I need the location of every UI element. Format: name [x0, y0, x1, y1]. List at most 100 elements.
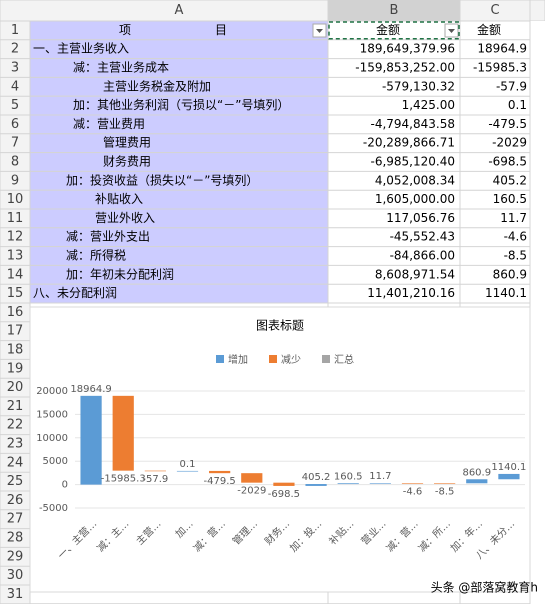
- row-number[interactable]: 25: [7, 474, 24, 489]
- row-number[interactable]: 17: [7, 324, 24, 339]
- data-label: -15985.3: [101, 474, 146, 485]
- cell-number[interactable]: -4.6: [504, 230, 527, 244]
- row-number[interactable]: 22: [7, 418, 24, 433]
- cell-text[interactable]: 八、未分配利润: [33, 286, 117, 300]
- cell-text[interactable]: 减：所得税: [66, 248, 126, 263]
- cell-text[interactable]: 营业外收入: [95, 211, 155, 225]
- legend-swatch: [216, 355, 224, 363]
- row-number[interactable]: 13: [7, 249, 24, 264]
- cell-number[interactable]: 405.2: [493, 173, 527, 187]
- y-tick-label: -5000: [39, 503, 68, 514]
- row-number[interactable]: 1: [11, 23, 19, 38]
- cell-number[interactable]: 1140.1: [485, 286, 527, 300]
- row-number[interactable]: 12: [7, 230, 24, 245]
- row-number[interactable]: 29: [7, 549, 24, 564]
- column-header[interactable]: A: [175, 3, 184, 18]
- row-number[interactable]: 7: [11, 136, 19, 151]
- cell-text[interactable]: 补贴收入: [95, 192, 143, 206]
- cell-number[interactable]: -698.5: [488, 155, 527, 169]
- data-label: -4.6: [403, 486, 423, 497]
- cell-number[interactable]: -15985.3: [473, 61, 527, 75]
- row-number[interactable]: 4: [11, 79, 19, 94]
- row-number[interactable]: 16: [7, 305, 24, 320]
- row-number[interactable]: 8: [11, 155, 19, 170]
- cell-number[interactable]: -57.9: [496, 79, 527, 93]
- cell-number[interactable]: -8.5: [504, 249, 527, 263]
- cell-number[interactable]: -84,866.00: [390, 249, 455, 263]
- row-number[interactable]: 30: [7, 568, 24, 583]
- cell-number[interactable]: 160.5: [493, 192, 527, 206]
- row-number[interactable]: 27: [7, 512, 24, 527]
- row-number[interactable]: 6: [11, 117, 19, 132]
- cell-number[interactable]: 1,605,000.00: [375, 192, 455, 206]
- cell-text[interactable]: 主营业务税金及附加: [103, 78, 211, 93]
- y-tick-label: 5000: [43, 456, 68, 467]
- data-label: 1140.1: [491, 462, 526, 473]
- data-label: -57.9: [142, 474, 168, 485]
- cell-number[interactable]: 0.1: [508, 98, 527, 112]
- cell-number[interactable]: -159,853,252.00: [355, 61, 455, 75]
- data-label: 0.1: [180, 459, 196, 470]
- row-number[interactable]: 3: [11, 61, 19, 76]
- row-number[interactable]: 28: [7, 531, 24, 546]
- cell-number[interactable]: -45,552.43: [390, 230, 455, 244]
- data-label: 18964.9: [70, 384, 111, 395]
- y-tick-label: 10000: [36, 433, 68, 444]
- cell-text[interactable]: 减：营业费用: [73, 117, 145, 131]
- cell-number[interactable]: 189,649,379.96: [360, 42, 455, 56]
- column-header[interactable]: C: [490, 3, 499, 18]
- cell-number[interactable]: 11,401,210.16: [367, 286, 455, 300]
- row-number[interactable]: 14: [7, 267, 24, 282]
- cell-number[interactable]: -2029: [492, 136, 527, 150]
- row-number[interactable]: 26: [7, 493, 24, 508]
- row-number[interactable]: 15: [7, 286, 24, 301]
- bar: [176, 470, 199, 472]
- cell-number[interactable]: -6,985,120.40: [371, 155, 456, 169]
- bar: [401, 483, 424, 484]
- bar: [434, 483, 456, 484]
- cell-text[interactable]: 加：其他业务利润（亏损以“－”号填列）: [73, 97, 289, 112]
- cell-text[interactable]: 加：年初未分配利润: [66, 267, 174, 281]
- cell-number[interactable]: 1,425.00: [402, 98, 455, 112]
- cell-text[interactable]: 减：主营业务成本: [73, 60, 169, 75]
- cell-number[interactable]: -20,289,866.71: [363, 136, 455, 150]
- bar: [144, 470, 166, 472]
- cell-text[interactable]: 减：营业外支出: [66, 230, 150, 244]
- cell-text[interactable]: 财务费用: [103, 154, 151, 169]
- cell-number[interactable]: 117,056.76: [386, 211, 455, 225]
- cell-number[interactable]: -579,130.32: [382, 79, 455, 93]
- cell-number[interactable]: 4,052,008.34: [375, 173, 455, 187]
- bar: [498, 473, 520, 480]
- data-label: -698.5: [268, 489, 300, 500]
- row-number[interactable]: 11: [7, 211, 24, 226]
- cell-number[interactable]: 11.7: [500, 211, 527, 225]
- cell-fill: [29, 283, 329, 304]
- row-number[interactable]: 31: [7, 587, 24, 602]
- data-label: 405.2: [302, 472, 331, 483]
- row-number[interactable]: 20: [7, 380, 24, 395]
- column-header[interactable]: B: [390, 3, 399, 18]
- row-number[interactable]: 5: [11, 98, 19, 113]
- cell-text[interactable]: 一、主营业务收入: [33, 41, 129, 56]
- row-number[interactable]: 24: [7, 455, 24, 470]
- row-number[interactable]: 18: [7, 343, 24, 358]
- cell-text[interactable]: 加：投资收益（损失以“－”号填列）: [66, 172, 258, 187]
- row-number[interactable]: 19: [7, 361, 24, 376]
- header-cell[interactable]: 金额: [376, 22, 400, 37]
- cell-text[interactable]: 管理费用: [103, 135, 151, 150]
- row-number[interactable]: 2: [11, 42, 19, 57]
- row-number[interactable]: 10: [7, 192, 24, 207]
- cell-number[interactable]: 860.9: [493, 267, 527, 281]
- data-label: 860.9: [462, 467, 491, 478]
- header-cell[interactable]: 金额: [477, 22, 501, 37]
- cell-number[interactable]: 8,608,971.54: [375, 267, 455, 281]
- row-number[interactable]: 23: [7, 437, 24, 452]
- header-cell[interactable]: 项 目: [119, 23, 227, 37]
- bar: [80, 395, 102, 485]
- row-number[interactable]: 9: [11, 173, 19, 188]
- cell-number[interactable]: 18964.9: [477, 42, 527, 56]
- row-number[interactable]: 21: [7, 399, 24, 414]
- cell-number[interactable]: -479.5: [488, 117, 527, 131]
- cell-number[interactable]: -4,794,843.58: [371, 117, 456, 131]
